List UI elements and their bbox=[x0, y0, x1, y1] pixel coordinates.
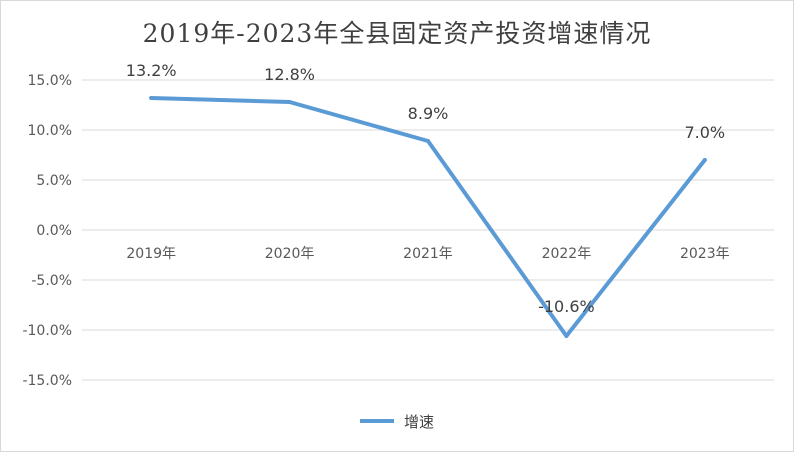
data-point bbox=[564, 334, 569, 338]
legend-label: 增速 bbox=[403, 412, 434, 431]
chart-title: 2019年-2023年全县固定资产投资增速情况 bbox=[142, 19, 652, 48]
x-tick-label: 2020年 bbox=[265, 246, 315, 262]
x-tick-label: 2023年 bbox=[680, 246, 730, 262]
data-point bbox=[426, 139, 430, 143]
x-tick-label: 2019年 bbox=[126, 246, 176, 262]
legend: 增速 bbox=[0, 408, 794, 432]
series-line bbox=[149, 96, 707, 338]
data-point bbox=[287, 100, 292, 104]
data-label: 12.8% bbox=[264, 65, 315, 84]
y-tick-label: -10.0% bbox=[22, 323, 72, 339]
y-tick-label: -15.0% bbox=[22, 373, 72, 389]
x-tick-label: 2022年 bbox=[542, 246, 592, 262]
y-tick-label: 0.0% bbox=[36, 223, 72, 239]
y-tick-label: 15.0% bbox=[28, 73, 72, 89]
data-label: 7.0% bbox=[684, 123, 725, 142]
data-label: 13.2% bbox=[126, 61, 177, 80]
data-label: -10.6% bbox=[538, 297, 595, 316]
data-point bbox=[702, 158, 707, 162]
y-tick-label: 10.0% bbox=[28, 123, 72, 139]
data-point bbox=[149, 96, 154, 100]
y-tick-label: -5.0% bbox=[31, 273, 72, 289]
data-label: 8.9% bbox=[408, 104, 449, 123]
x-tick-label: 2021年 bbox=[403, 246, 453, 262]
y-tick-label: 5.0% bbox=[36, 173, 72, 189]
legend-swatch bbox=[359, 419, 394, 423]
